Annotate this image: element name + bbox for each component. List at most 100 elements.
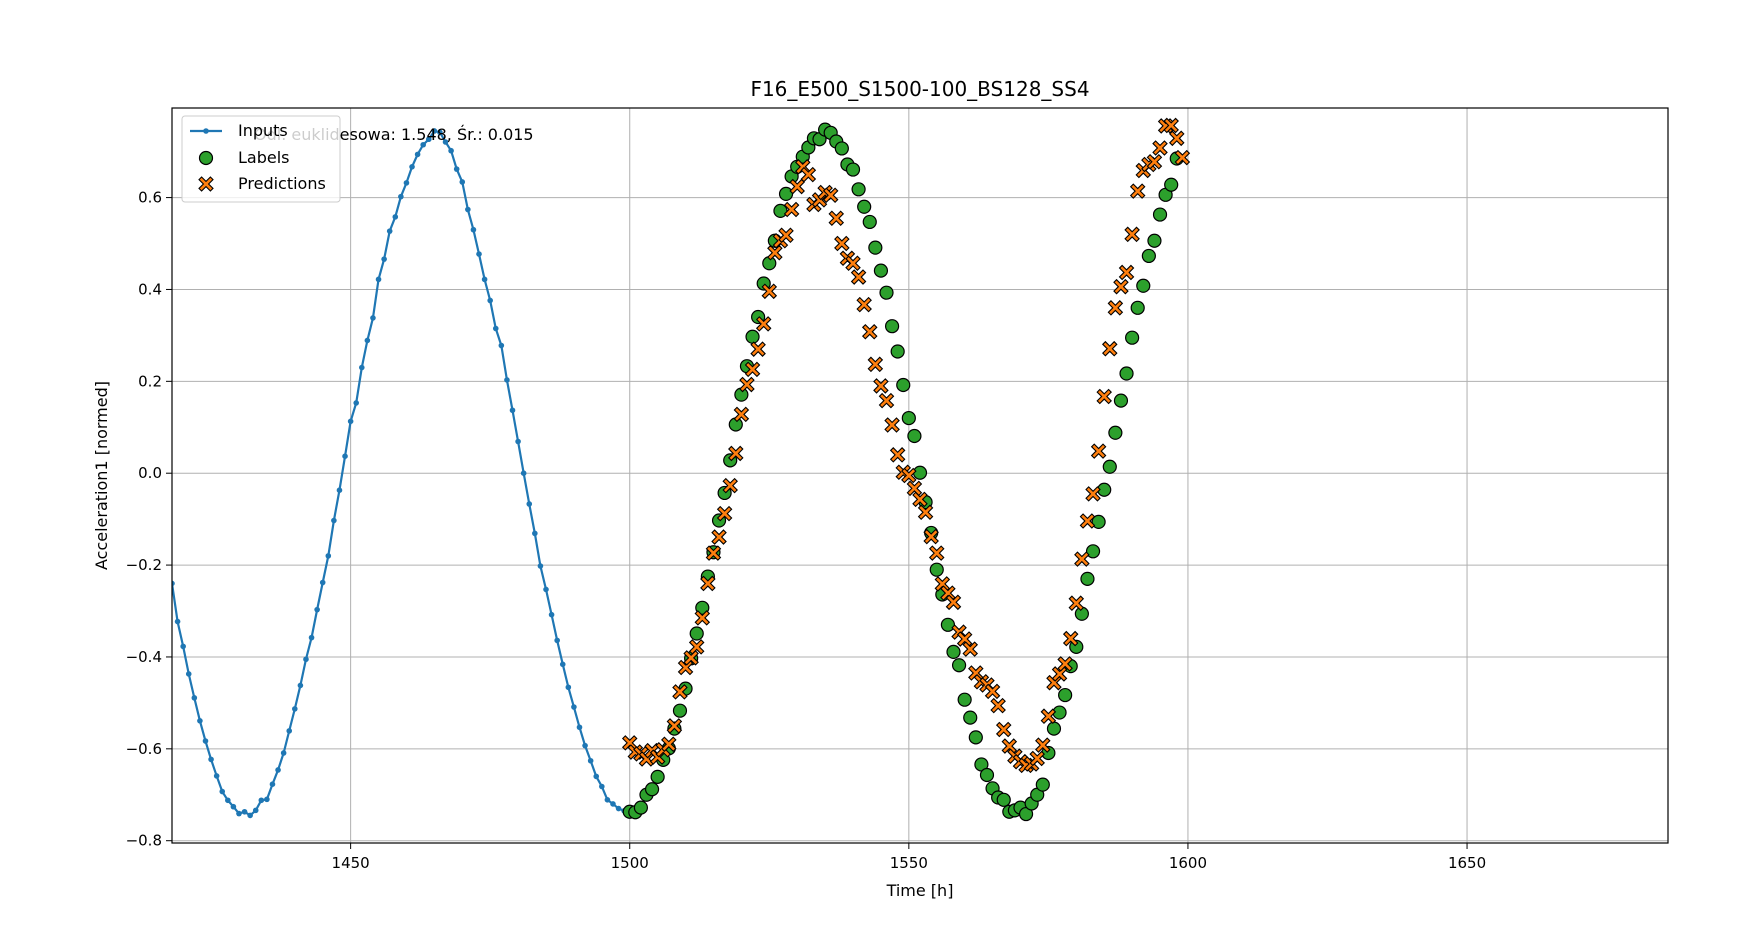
- label-point: [873, 263, 889, 278]
- inputs-point: [325, 553, 332, 559]
- prediction-point: [1029, 750, 1045, 767]
- prediction-point: [906, 480, 923, 497]
- label-point: [1091, 514, 1106, 529]
- legend-inputs-marker: [203, 128, 209, 134]
- prediction-point: [901, 467, 917, 484]
- inputs-point: [599, 783, 605, 790]
- prediction-point: [1124, 226, 1140, 243]
- inputs-point: [576, 724, 583, 731]
- inputs-point: [559, 661, 566, 668]
- label-point: [890, 344, 905, 359]
- inputs-point: [280, 750, 287, 756]
- prediction-point: [1051, 666, 1068, 682]
- y-tick-label: 0.4: [138, 280, 162, 298]
- legend-label: Labels: [238, 148, 290, 167]
- inputs-point: [409, 164, 415, 170]
- prediction-point: [778, 227, 794, 244]
- inputs-point: [219, 788, 226, 795]
- prediction-point: [672, 684, 688, 700]
- prediction-point: [728, 445, 744, 462]
- label-point: [951, 658, 967, 673]
- inputs-point: [453, 166, 460, 172]
- prediction-point: [990, 697, 1006, 714]
- y-tick-label: 0.2: [138, 372, 162, 390]
- prediction-point: [711, 529, 727, 545]
- prediction-point: [828, 210, 845, 227]
- label-point: [773, 203, 788, 218]
- prediction-point: [1163, 117, 1179, 134]
- label-point: [963, 710, 978, 725]
- prediction-point: [1085, 486, 1101, 502]
- prediction-point: [1152, 140, 1168, 156]
- prediction-point: [800, 166, 817, 183]
- inputs-point: [498, 342, 505, 349]
- prediction-point: [661, 736, 677, 753]
- label-point: [834, 141, 849, 156]
- x-tick-label: 1450: [332, 854, 370, 872]
- inputs-point: [241, 808, 248, 815]
- inputs-point: [297, 682, 304, 689]
- inputs-point: [174, 618, 181, 625]
- prediction-point: [928, 545, 945, 561]
- prediction-point: [705, 545, 722, 561]
- label-point: [946, 644, 961, 660]
- inputs-point: [252, 807, 259, 814]
- label-point: [979, 767, 995, 783]
- legend-label: Predictions: [238, 174, 326, 193]
- inputs-point: [509, 407, 516, 414]
- prediction-point: [789, 178, 805, 195]
- prediction-point: [700, 575, 716, 592]
- inputs-point: [615, 805, 622, 812]
- inputs-point: [593, 773, 600, 780]
- inputs-point: [386, 228, 393, 234]
- inputs-point: [582, 742, 588, 749]
- label-point: [1080, 571, 1095, 586]
- prediction-point: [1118, 264, 1135, 281]
- label-point: [996, 792, 1011, 807]
- plot-area: 1450 1500 1550 1600 1650 −0.8 −0.6 −0.4 −0.2 0.0 0…: [126, 107, 1669, 872]
- inputs-point: [236, 810, 242, 817]
- inputs-point: [258, 797, 265, 804]
- inputs-point: [314, 606, 320, 613]
- inputs-point: [448, 147, 454, 154]
- inputs-point: [543, 586, 549, 593]
- prediction-point: [923, 528, 939, 545]
- prediction-point: [845, 255, 861, 272]
- legend-label: Inputs: [238, 121, 288, 140]
- prediction-point: [1096, 388, 1112, 405]
- prediction-point: [1062, 630, 1079, 647]
- legend-labels-marker: [198, 150, 214, 166]
- prediction-point: [761, 283, 778, 300]
- x-tick-label: 1550: [890, 854, 928, 872]
- label-point: [1141, 248, 1156, 264]
- prediction-point: [850, 269, 867, 285]
- inputs-point: [515, 438, 521, 445]
- label-point: [1130, 300, 1145, 315]
- inputs-point: [481, 276, 488, 283]
- label-point: [1136, 278, 1151, 293]
- prediction-point: [867, 356, 884, 373]
- label-point: [901, 410, 916, 426]
- prediction-point: [750, 341, 766, 357]
- label-point: [695, 600, 710, 615]
- label-point: [912, 465, 928, 480]
- label-point: [907, 428, 922, 444]
- inputs-point: [197, 718, 203, 724]
- label-point: [1085, 544, 1101, 559]
- inputs-point: [230, 803, 237, 810]
- inputs-point: [476, 251, 482, 257]
- inputs-point: [213, 773, 220, 779]
- inputs-point: [532, 530, 538, 537]
- prediction-point: [1001, 738, 1018, 754]
- label-point: [868, 240, 883, 255]
- label-point: [940, 617, 956, 632]
- inputs-point: [319, 579, 326, 586]
- inputs-point: [375, 276, 382, 283]
- inputs-point: [269, 781, 276, 787]
- label-point: [650, 769, 665, 784]
- prediction-point: [884, 417, 900, 433]
- inputs-point: [504, 377, 510, 383]
- inputs-point: [342, 453, 348, 460]
- label-point: [879, 285, 894, 300]
- inputs-point: [208, 756, 214, 763]
